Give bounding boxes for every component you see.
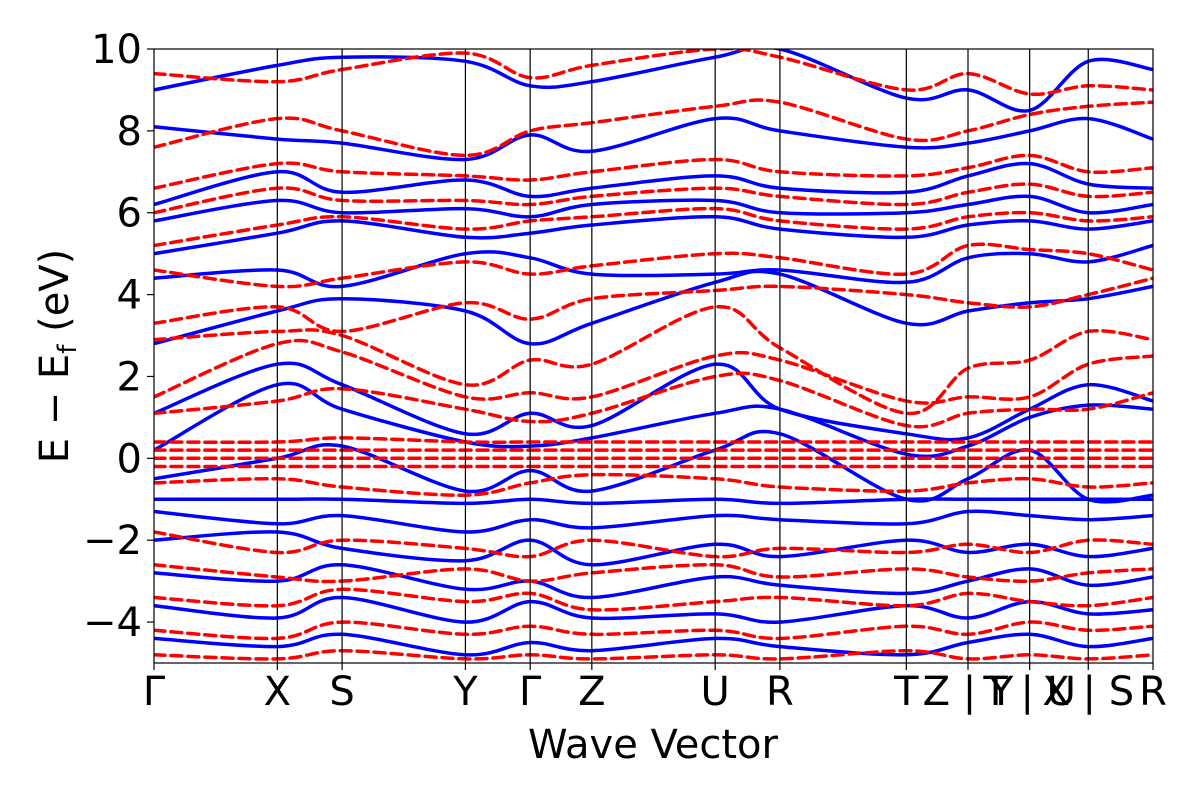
x-tick-label: R — [1139, 669, 1167, 715]
y-tick-label: −2 — [83, 518, 142, 564]
band-line — [154, 206, 1153, 248]
y-tick-label: 10 — [91, 27, 142, 73]
band-line — [154, 648, 1153, 661]
y-axis-label-subscript: f — [53, 344, 83, 354]
band-line — [154, 371, 1153, 429]
y-axis-label-unit: (eV) — [32, 249, 78, 345]
x-tick-label: Y — [452, 669, 478, 715]
band-line — [154, 116, 1153, 162]
series-layer — [154, 49, 1153, 661]
y-tick-label: 2 — [117, 354, 142, 400]
x-tick-label: Z — [578, 669, 605, 715]
y-axis-label-main: E − E — [32, 354, 78, 464]
band-line — [154, 472, 1153, 497]
band-line — [154, 497, 1153, 506]
x-tick-label: U — [701, 669, 730, 715]
band-line — [154, 98, 1153, 158]
band-line — [154, 153, 1153, 190]
band-line — [154, 530, 1153, 559]
plot-background — [154, 49, 1153, 663]
y-tick-label: 8 — [117, 109, 142, 155]
x-tick-label: S — [329, 669, 354, 715]
kpoint-divider-lines — [276, 49, 1089, 663]
band-line — [154, 509, 1153, 534]
x-tick-label: Z | Y — [923, 669, 1014, 715]
band-line — [154, 194, 1153, 223]
band-line — [154, 563, 1153, 584]
x-tick-label: X | S — [1042, 669, 1134, 715]
x-tick-label: X — [264, 669, 291, 715]
x-tick-label: Γ — [519, 669, 542, 715]
y-axis-label: E − Ef (eV) — [32, 249, 83, 464]
band-line — [154, 215, 1153, 256]
x-tick-label: Γ — [143, 669, 166, 715]
x-tick-label: T | U — [982, 669, 1076, 715]
band-line — [154, 595, 1153, 624]
band-line — [154, 381, 1153, 459]
band-line — [154, 276, 1153, 334]
band-line — [154, 242, 1153, 289]
y-tick-label: 0 — [117, 436, 142, 482]
band-line — [154, 49, 1153, 97]
band-line — [154, 587, 1153, 612]
band-line — [154, 530, 1153, 567]
y-tick-label: −4 — [83, 600, 142, 646]
band-line — [154, 563, 1153, 600]
plot-frame — [153, 48, 1154, 664]
band-line — [154, 436, 1153, 445]
y-axis-ticks: −4 −2 0 2 4 6 8 10 — [83, 27, 154, 646]
x-tick-label: R — [766, 669, 794, 715]
band-line — [154, 243, 1153, 289]
band-line — [154, 182, 1153, 215]
band-line — [154, 161, 1153, 207]
x-tick-label: T — [893, 669, 919, 715]
band-line — [154, 632, 1153, 657]
band-line — [154, 338, 1153, 405]
x-axis-label: Wave Vector — [528, 722, 779, 768]
y-tick-label: 4 — [117, 273, 142, 319]
band-line — [154, 620, 1153, 641]
dashed-band-series — [154, 49, 1153, 661]
y-tick-label: 6 — [117, 191, 142, 237]
